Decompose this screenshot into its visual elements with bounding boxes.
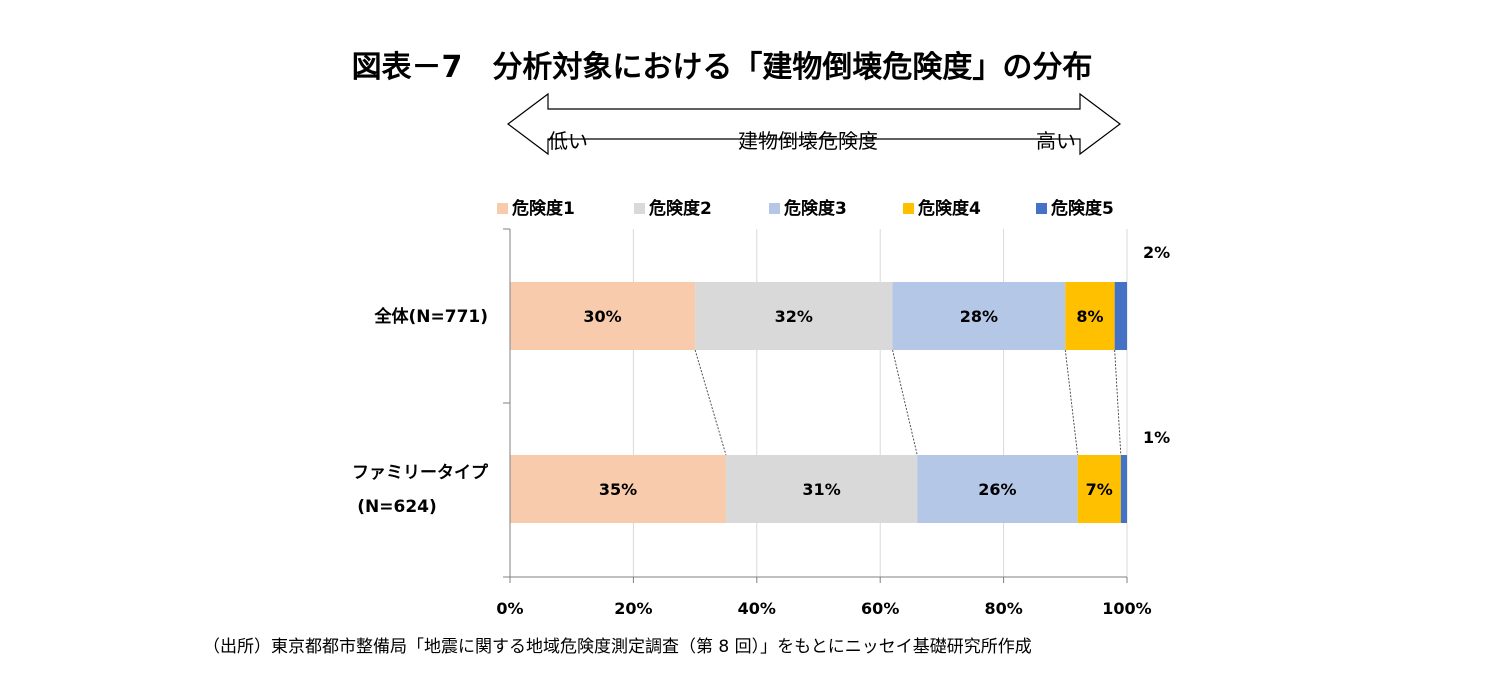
legend-swatch-5: [1036, 203, 1047, 214]
arrow-left-label: 低い: [548, 129, 588, 153]
x-tick-label-1: 0%: [496, 599, 523, 618]
category-label-2-line-2: (N=624): [357, 497, 437, 517]
x-tick-label-5: 80%: [984, 599, 1022, 618]
x-tick-label-6: 100%: [1102, 599, 1151, 618]
bar-1-series-4: [1065, 282, 1115, 350]
bar-1-series-5: [1114, 282, 1127, 350]
bar-2-series-2: [725, 455, 918, 523]
bar-1-series-3: [892, 282, 1066, 350]
legend-swatch-2: [634, 203, 645, 214]
data-label-1-1: 30%: [583, 307, 621, 326]
data-label-1-2: 32%: [775, 307, 813, 326]
bar-2-series-3: [917, 455, 1078, 523]
source-note: （出所）東京都都市整備局「地震に関する地域危険度測定調査（第 8 回）」をもとに…: [203, 637, 1032, 657]
data-labels: 30% 32% 28% 8% 2% 35% 31% 26% 7% 1%: [583, 243, 1170, 499]
bar-1-series-2: [695, 282, 893, 350]
data-label-1-3: 28%: [960, 307, 998, 326]
category-labels: 全体(N=771) ファミリータイプ (N=624): [352, 306, 489, 517]
connector-lines: [694, 349, 1122, 456]
legend-label-4: 危険度4: [917, 198, 981, 219]
data-label-2-2: 31%: [802, 480, 840, 499]
legend-swatch-1: [497, 203, 508, 214]
chart-title: 図表－7 分析対象における「建物倒壊危険度」の分布: [352, 50, 1093, 85]
danger-scale-arrow: 低い 建物倒壊危険度 高い: [507, 92, 1121, 156]
category-label-1-line-1: 全体(N=771): [374, 306, 489, 327]
data-label-2-1: 35%: [599, 480, 637, 499]
legend-swatch-3: [769, 203, 780, 214]
bar-2-series-5: [1120, 455, 1127, 523]
data-label-2-3: 26%: [978, 480, 1016, 499]
arrow-center-label: 建物倒壊危険度: [738, 129, 878, 153]
connector-line-1: [694, 349, 727, 456]
data-label-2-4: 7%: [1086, 480, 1113, 499]
bar-1-series-1: [510, 282, 696, 350]
legend-label-5: 危険度5: [1050, 198, 1114, 219]
arrow-right-label: 高い: [1036, 129, 1076, 153]
data-label-2-5: 1%: [1143, 428, 1170, 447]
x-tick-label-2: 20%: [614, 599, 652, 618]
connector-line-4: [1114, 349, 1122, 456]
gridlines: [632, 229, 1128, 577]
bars: [510, 282, 1127, 523]
connector-line-2: [892, 349, 918, 456]
data-label-1-5: 2%: [1143, 243, 1170, 262]
category-label-2-line-1: ファミリータイプ: [352, 462, 489, 483]
legend-label-3: 危険度3: [783, 198, 847, 219]
legend-label-1: 危険度1: [511, 198, 575, 219]
data-label-1-4: 8%: [1076, 307, 1103, 326]
legend-swatch-4: [903, 203, 914, 214]
legend: 危険度1 危険度2 危険度3 危険度4 危険度5: [497, 198, 1114, 219]
legend-label-2: 危険度2: [648, 198, 712, 219]
x-tick-label-3: 40%: [738, 599, 776, 618]
connector-line-3: [1064, 349, 1079, 456]
double-arrow-icon: [507, 92, 1121, 156]
bar-2-series-1: [510, 455, 726, 523]
x-tick-label-4: 60%: [861, 599, 899, 618]
x-axis: 0% 20% 40% 60% 80% 100%: [496, 228, 1152, 618]
bar-2-series-4: [1077, 455, 1121, 523]
